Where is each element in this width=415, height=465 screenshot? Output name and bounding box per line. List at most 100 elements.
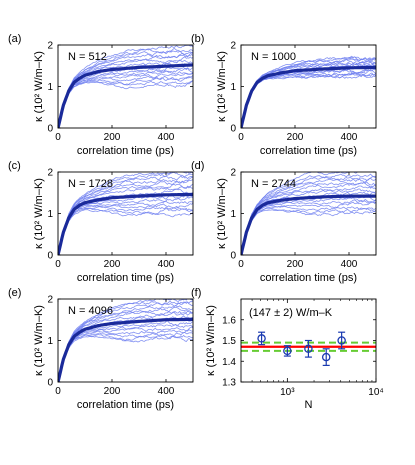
x-tick-label: 200 [104, 132, 121, 143]
ensemble-line [58, 73, 193, 128]
y-tick-label: 0 [230, 251, 236, 262]
x-tick-label: 10³ [280, 387, 295, 398]
ensemble-line [58, 80, 193, 128]
y-axis-label: κ (10² W/m–K) [205, 305, 217, 376]
y-tick-label: 0 [47, 251, 53, 262]
x-axis-label: correlation time (ps) [77, 399, 174, 411]
x-axis-label: correlation time (ps) [77, 145, 174, 157]
ensemble-line [241, 181, 376, 255]
ensemble-line [58, 172, 193, 255]
x-tick-label: 0 [238, 132, 244, 143]
y-tick-label: 1.4 [222, 357, 236, 368]
plot-area [241, 331, 376, 366]
ensemble-line [58, 329, 193, 382]
ensemble-line [58, 179, 193, 255]
ensemble-line [58, 183, 193, 255]
ensemble-line [241, 209, 376, 255]
ensemble-line [58, 310, 193, 382]
x-tick-label: 10⁴ [368, 387, 383, 398]
ensemble-line [58, 334, 193, 382]
mean-line [58, 317, 193, 382]
ensemble-line [241, 205, 376, 255]
y-tick-label: 1 [230, 209, 236, 220]
x-tick-label: 400 [158, 386, 175, 397]
x-tick-label: 0 [55, 132, 61, 143]
ensemble-line [58, 332, 193, 382]
ensemble-line [58, 305, 193, 382]
ensemble-line [58, 74, 193, 128]
panel-annotation: N = 2744 [251, 178, 296, 190]
data-point [321, 352, 331, 362]
data-point [304, 344, 313, 354]
x-tick-label: 0 [55, 386, 61, 397]
x-axis-label: correlation time (ps) [260, 145, 357, 157]
plot-area [241, 172, 376, 255]
ensemble-line [58, 311, 193, 382]
y-tick-label: 1 [230, 82, 236, 93]
panel-c: (c) 0 200 400 0 1 2 N = 1728 correlation time (p… [8, 160, 194, 284]
plot-area [241, 55, 376, 128]
panel-annotation: N = 4096 [68, 305, 113, 317]
ensemble-line [241, 185, 376, 255]
panel-a: (a) 0 200 400 0 1 2 N = 512 correlation time (ps… [8, 33, 194, 157]
y-tick-label: 2 [47, 168, 53, 179]
plot-frame [240, 298, 377, 383]
ensemble-line [241, 172, 359, 255]
y-tick-label: 1 [47, 336, 53, 347]
data-point [337, 336, 346, 345]
panel-f: (f) 1.3 1.4 1.5 1.6 10³ 10⁴ (147 ± 2) W/m–K Nκ (… [191, 287, 384, 411]
y-axis-label: κ (10² W/m–K) [216, 51, 228, 122]
plot-frame [57, 298, 194, 383]
ensemble-line [58, 47, 193, 128]
plot-area [58, 45, 193, 128]
panel-e: (e) 0 200 400 0 1 2 N = 4096 correlation time (p… [8, 287, 194, 411]
x-tick-label: 200 [287, 259, 304, 270]
ensemble-line [241, 182, 376, 255]
ensemble-line [58, 207, 193, 255]
ensemble-line [58, 60, 193, 128]
mean-line [241, 65, 376, 128]
panel-b: (b) 0 200 400 0 1 2 N = 1000 correlation time (p… [191, 33, 377, 157]
panel-annotation: N = 512 [68, 51, 107, 63]
y-tick-label: 2 [47, 41, 53, 52]
x-tick-label: 0 [238, 259, 244, 270]
panel-label: (f) [191, 287, 201, 299]
ensemble-line [58, 70, 193, 128]
ensemble-line [241, 55, 376, 128]
y-tick-label: 1 [47, 209, 53, 220]
panel-label: (b) [191, 33, 204, 45]
ensemble-line [241, 67, 376, 128]
ensemble-line [58, 80, 193, 128]
panel-annotation: N = 1000 [251, 51, 296, 63]
ensemble-line [241, 199, 376, 255]
ensemble-line [241, 201, 376, 255]
panel-annotation: N = 1728 [68, 178, 113, 190]
y-axis-label: κ (10² W/m–K) [33, 178, 45, 249]
x-axis-label: correlation time (ps) [260, 272, 357, 284]
ensemble-line [58, 323, 193, 382]
ensemble-line [58, 326, 193, 382]
ensemble-line [241, 177, 376, 255]
ensemble-line [58, 67, 193, 128]
plot-frame [240, 44, 377, 129]
plot-area [58, 299, 193, 382]
x-tick-label: 400 [341, 132, 358, 143]
x-tick-label: 400 [158, 132, 175, 143]
ensemble-line [58, 200, 193, 255]
x-tick-label: 400 [341, 259, 358, 270]
x-tick-label: 400 [158, 259, 175, 270]
mean-line [58, 63, 193, 128]
data-point [257, 334, 266, 343]
y-tick-label: 2 [230, 168, 236, 179]
ensemble-line [58, 335, 193, 382]
mean-line [241, 194, 376, 255]
panel-label: (e) [8, 287, 21, 299]
x-axis-label: correlation time (ps) [77, 272, 174, 284]
ensemble-line [58, 45, 193, 128]
x-tick-label: 200 [104, 386, 121, 397]
plot-frame [240, 171, 377, 256]
panel-d: (d) 0 200 400 0 1 2 N = 2744 correlation time (p… [191, 160, 377, 284]
ensemble-line [58, 205, 193, 255]
y-tick-label: 1.5 [222, 336, 236, 347]
